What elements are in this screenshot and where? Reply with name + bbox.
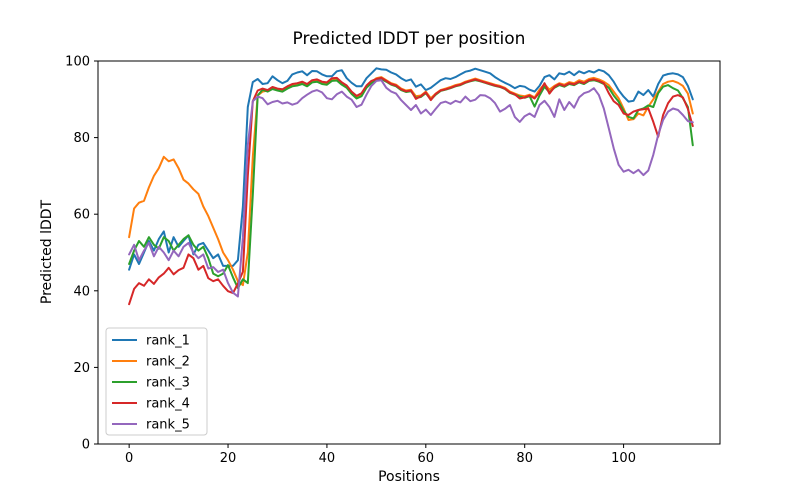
legend: rank_1 rank_2 rank_3 rank_4 rank_5: [105, 327, 208, 436]
x-tick-label: 20: [220, 451, 237, 466]
series-line-rank_2: [128, 76, 694, 287]
x-tick-label: 80: [516, 451, 533, 466]
y-axis-label: Predicted lDDT: [39, 199, 55, 304]
series-line-rank_1: [128, 67, 694, 271]
plot-frame: [97, 60, 721, 445]
y-tick-label: 0: [82, 438, 90, 453]
legend-label-rank_2: rank_2: [146, 355, 190, 370]
x-axis-label: Positions: [378, 469, 440, 485]
x-tick-label: 0: [125, 451, 133, 466]
y-tick-label: 80: [73, 131, 90, 146]
legend-box: [105, 327, 208, 436]
series-line-rank_5: [128, 79, 694, 298]
x-tick-label: 60: [418, 451, 435, 466]
x-tick-label: 100: [611, 451, 636, 466]
chart-title: Predicted lDDT per position: [293, 29, 526, 49]
y-tick-label: 40: [73, 284, 90, 299]
legend-label-rank_1: rank_1: [146, 334, 190, 349]
y-tick-label: 100: [65, 55, 90, 70]
y-tick-label: 20: [73, 361, 90, 376]
y-tick-label: 60: [73, 208, 90, 223]
legend-label-rank_3: rank_3: [146, 376, 190, 391]
x-tick-label: 40: [319, 451, 336, 466]
legend-label-rank_5: rank_5: [146, 418, 190, 433]
series-layer: [128, 67, 694, 306]
legend-label-rank_4: rank_4: [146, 397, 190, 412]
series-line-rank_4: [128, 76, 694, 306]
axes-layer: 0 20 40 60 80 100 0 20 40 60 80 100: [65, 55, 721, 466]
